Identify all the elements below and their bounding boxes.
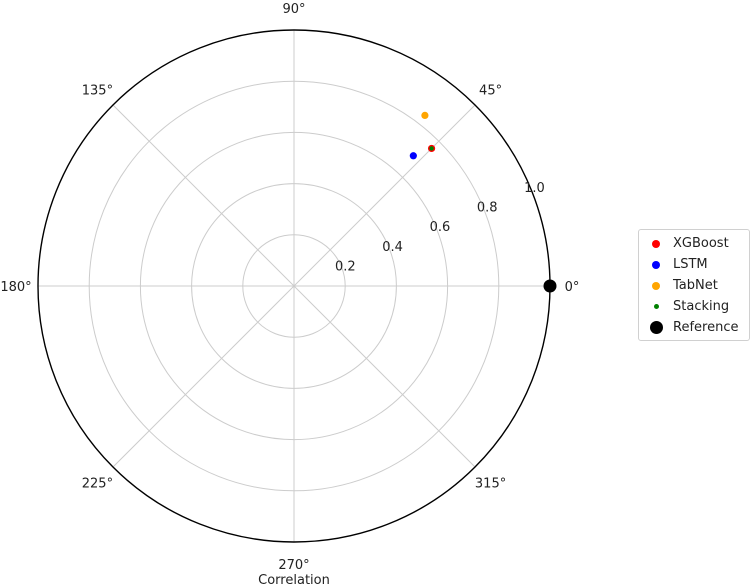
angle-tick-label: 45° (479, 83, 502, 98)
legend-item-reference: Reference (639, 317, 749, 338)
legend-marker (639, 321, 673, 334)
legend-marker (639, 304, 673, 309)
angular-gridline-225 (112, 285, 295, 468)
legend-label: Reference (673, 320, 739, 335)
radial-tick-label: 0.4 (382, 240, 403, 255)
angle-tick-label: 315° (475, 477, 506, 492)
legend-marker (639, 239, 673, 248)
angle-tick-label: 0° (565, 280, 580, 295)
angular-gridline-315 (293, 285, 476, 468)
radial-tick-label: 0.2 (335, 259, 356, 274)
legend-item-xgboost: XGBoost (639, 233, 749, 254)
point-tabnet (421, 111, 429, 119)
polar-tick-labels: 0° 45° 90° 135° 180° 225° 270° 315° 0.2 0.4 0.6 0.8… (0, 2, 579, 573)
angular-gridline-45 (293, 104, 476, 287)
legend-item-stacking: Stacking (639, 296, 749, 317)
radial-tick-label: 0.8 (477, 201, 498, 216)
angle-tick-label: 90° (282, 2, 305, 17)
angle-tick-label: 180° (0, 280, 31, 295)
radial-tick-label: 1.0 (524, 181, 545, 196)
legend-label: LSTM (673, 257, 708, 272)
point-stacking (429, 146, 434, 151)
legend: XGBoost LSTM TabNet Stacking Reference (638, 229, 750, 341)
radial-tick-label: 0.6 (430, 220, 451, 235)
data-points (409, 111, 557, 293)
legend-label: TabNet (673, 278, 718, 293)
legend-item-tabnet: TabNet (639, 275, 749, 296)
x-axis-label: Correlation (258, 573, 330, 588)
angular-gridline-135 (112, 104, 295, 287)
angle-tick-label: 135° (82, 83, 113, 98)
angle-tick-label: 225° (82, 477, 113, 492)
legend-label: XGBoost (673, 236, 729, 251)
point-lstm (409, 152, 417, 160)
angle-tick-label: 270° (278, 558, 309, 573)
point-reference (543, 279, 557, 293)
legend-item-lstm: LSTM (639, 254, 749, 275)
legend-marker (639, 260, 673, 269)
polar-grid (37, 29, 551, 543)
legend-label: Stacking (673, 299, 730, 314)
legend-marker (639, 281, 673, 290)
